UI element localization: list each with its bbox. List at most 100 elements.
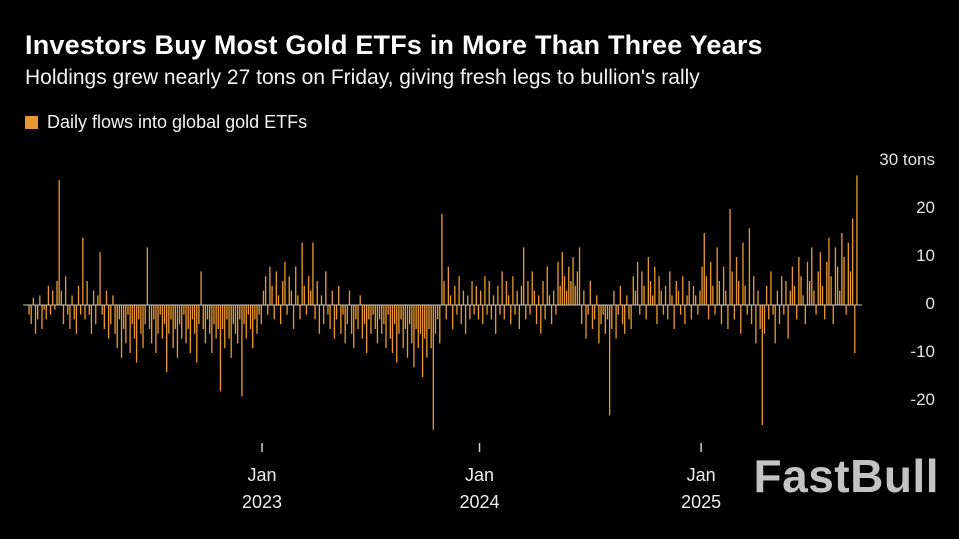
bar	[587, 305, 589, 315]
bar	[58, 180, 60, 305]
bar	[697, 305, 699, 315]
bar	[619, 285, 622, 305]
bar	[295, 266, 297, 305]
bar	[159, 305, 161, 315]
bar	[116, 305, 118, 349]
bar	[557, 261, 559, 305]
bar	[716, 247, 718, 305]
legend-swatch-icon	[25, 116, 38, 129]
bar	[688, 281, 690, 305]
bar	[346, 305, 348, 325]
bar	[215, 305, 217, 339]
bar	[667, 305, 669, 320]
bar	[677, 290, 680, 305]
bar	[54, 305, 56, 310]
bar	[406, 305, 409, 358]
bar	[525, 305, 527, 320]
bar	[387, 305, 389, 315]
bar	[574, 285, 576, 305]
bar	[512, 276, 514, 305]
bar	[798, 257, 800, 305]
bar	[277, 295, 280, 305]
bar	[772, 305, 774, 315]
bar	[555, 305, 557, 315]
bar	[694, 295, 697, 305]
bar	[254, 305, 256, 320]
bar	[854, 305, 856, 353]
bar	[402, 305, 404, 349]
bar	[168, 305, 170, 334]
bar	[542, 281, 544, 305]
bar	[243, 305, 245, 325]
bar	[230, 305, 232, 358]
bar	[836, 266, 839, 305]
bar	[679, 305, 682, 315]
bar	[636, 261, 639, 305]
bar	[628, 305, 630, 320]
bar	[419, 305, 422, 334]
bar	[325, 271, 327, 305]
x-axis-label-month: Jan	[247, 465, 277, 485]
bar	[753, 276, 755, 305]
bar	[413, 305, 415, 368]
bar	[759, 305, 761, 329]
bar	[138, 305, 140, 320]
bar	[568, 266, 570, 305]
bar	[234, 305, 237, 334]
bar	[821, 285, 824, 305]
bar	[600, 305, 602, 325]
bar	[774, 305, 776, 344]
bar	[531, 271, 533, 305]
bar	[112, 295, 114, 305]
bar	[381, 305, 383, 334]
bar	[520, 285, 523, 305]
bar	[755, 305, 757, 344]
bar	[664, 285, 667, 305]
bar	[563, 276, 566, 305]
bar	[47, 285, 50, 305]
bar	[340, 305, 342, 334]
bar	[576, 271, 579, 305]
bar	[742, 242, 744, 305]
bar	[368, 305, 370, 320]
bar	[264, 276, 267, 305]
bar	[781, 276, 783, 305]
bar	[729, 209, 731, 305]
chart-title: Investors Buy Most Gold ETFs in More Tha…	[25, 30, 763, 60]
bar	[507, 295, 510, 305]
bar	[80, 305, 82, 315]
bar	[598, 305, 600, 344]
bar	[744, 285, 746, 305]
bar	[851, 218, 854, 305]
bar	[613, 290, 615, 305]
bar	[802, 295, 804, 305]
bar	[67, 305, 69, 315]
bar	[548, 295, 551, 305]
bar	[185, 305, 187, 344]
bar	[37, 305, 39, 320]
bar	[333, 305, 336, 339]
bar	[847, 242, 849, 305]
bar	[591, 305, 594, 329]
bar	[824, 305, 826, 320]
bar	[533, 290, 536, 305]
bar	[645, 305, 647, 320]
bar	[518, 305, 520, 329]
x-axis-label-year: 2025	[681, 492, 722, 512]
bar	[286, 305, 288, 315]
bar	[770, 271, 772, 305]
bar	[52, 290, 54, 305]
bar	[486, 305, 488, 315]
bar	[763, 305, 766, 334]
bar	[856, 175, 858, 305]
bar	[426, 305, 428, 358]
bar	[279, 305, 282, 325]
bar	[267, 305, 269, 315]
bar	[211, 305, 213, 353]
bar	[258, 305, 260, 315]
bar	[161, 305, 164, 339]
bar	[241, 305, 243, 397]
bar	[400, 305, 402, 320]
bar	[198, 305, 200, 325]
bar	[434, 305, 437, 334]
